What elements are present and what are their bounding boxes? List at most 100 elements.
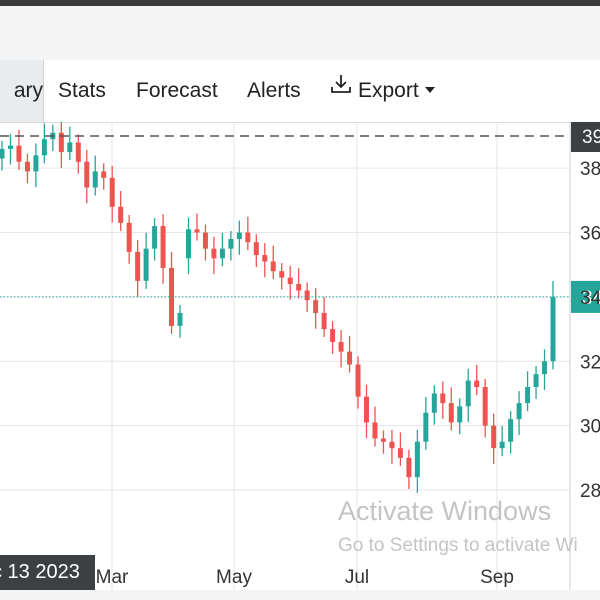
candle-body xyxy=(228,238,234,249)
candle-body xyxy=(24,161,30,172)
candle-body xyxy=(304,290,310,301)
candle-body xyxy=(355,364,361,397)
high-price-label: 39 xyxy=(582,127,600,148)
candle-body xyxy=(372,422,378,439)
candle-body xyxy=(16,145,22,162)
chart-grid xyxy=(0,122,570,592)
candle-body xyxy=(542,361,548,375)
candle-body xyxy=(7,145,13,149)
candle-body xyxy=(508,419,514,442)
candle-body xyxy=(253,242,259,256)
high-price-badge xyxy=(571,122,600,152)
candle-body xyxy=(330,329,336,342)
toolbar-background xyxy=(0,6,600,60)
tab-alerts[interactable]: Alerts xyxy=(247,60,301,122)
x-tick-label: Sep xyxy=(480,567,514,588)
candle-body xyxy=(58,132,64,153)
candle-body xyxy=(270,261,276,272)
candle-body xyxy=(440,393,446,404)
candle-body xyxy=(321,313,327,330)
candle-body xyxy=(84,161,90,188)
candle-body xyxy=(33,155,39,172)
candle-body xyxy=(431,393,437,413)
current-price-badge xyxy=(571,280,600,313)
candle-body xyxy=(474,380,480,388)
bottom-band xyxy=(0,590,600,600)
y-tick-label: 28 xyxy=(580,481,600,502)
candle-body xyxy=(482,387,488,426)
tab-forecast-label: Forecast xyxy=(136,79,218,102)
candle-body xyxy=(67,142,73,153)
candlestick-series xyxy=(0,122,556,493)
price-chart[interactable]: 39 34 38 36 34 32 30 28 Mar May Jul Sep xyxy=(0,122,600,600)
candle-body xyxy=(397,448,403,458)
y-tick-label: 30 xyxy=(580,417,600,438)
tab-alerts-label: Alerts xyxy=(247,79,301,102)
y-tick-label: 32 xyxy=(580,352,600,373)
candle-body xyxy=(194,229,200,233)
candle-body xyxy=(160,226,166,268)
caret-down-icon xyxy=(424,86,435,93)
candle-body xyxy=(126,222,132,252)
reference-lines: 39 34 xyxy=(0,122,600,313)
candle-body xyxy=(423,412,429,442)
candle-body xyxy=(75,142,81,162)
candle-body xyxy=(92,171,98,188)
export-dropdown-button[interactable]: Export xyxy=(330,60,435,122)
candle-body xyxy=(219,248,225,259)
watermark-subtitle: Go to Settings to activate Wi xyxy=(338,535,578,556)
candle-body xyxy=(491,425,497,449)
crosshair-date-badge: c 13 2023 xyxy=(0,555,95,590)
y-tick-label: 38 xyxy=(580,159,600,180)
candle-body xyxy=(364,396,370,423)
current-price-label: 34 xyxy=(582,288,600,309)
x-tick-label: Jul xyxy=(345,567,369,588)
candle-body xyxy=(550,296,556,362)
tab-stats[interactable]: Stats xyxy=(58,60,106,122)
candle-body xyxy=(262,255,268,262)
x-tick-label: Mar xyxy=(96,567,129,588)
candle-body xyxy=(143,248,149,281)
candle-body xyxy=(211,248,217,259)
y-axis: 38 36 34 32 30 28 xyxy=(580,159,600,502)
candle-body xyxy=(109,177,115,207)
candle-body xyxy=(41,139,47,156)
candle-body xyxy=(135,251,141,281)
candle-body xyxy=(101,171,107,178)
tab-summary-label: ary xyxy=(13,79,43,102)
tab-forecast[interactable]: Forecast xyxy=(136,60,218,122)
tab-stats-label: Stats xyxy=(58,79,106,102)
candle-body xyxy=(177,313,183,326)
candle-body xyxy=(516,403,522,420)
window-top-bar xyxy=(0,0,600,6)
activate-windows-watermark: Activate Windows Go to Settings to activ… xyxy=(338,494,578,559)
candle-body xyxy=(380,438,386,442)
tab-bar: ary Stats Forecast Alerts Export xyxy=(0,60,600,123)
candle-body xyxy=(296,284,302,291)
candle-body xyxy=(465,380,471,407)
y-tick-label: 34 xyxy=(580,288,600,309)
y-tick-label: 36 xyxy=(580,224,600,245)
candle-body xyxy=(245,232,251,243)
candle-body xyxy=(347,351,353,365)
download-icon xyxy=(330,58,352,120)
candle-body xyxy=(338,341,344,352)
candle-body xyxy=(414,441,420,478)
candle-body xyxy=(313,300,319,313)
candle-body xyxy=(0,148,5,159)
tab-summary[interactable]: ary xyxy=(0,60,44,122)
candle-body xyxy=(406,457,412,478)
candle-body xyxy=(389,441,395,449)
candle-body xyxy=(185,229,191,259)
candle-body xyxy=(236,232,242,239)
candle-body xyxy=(279,271,285,278)
candle-body xyxy=(202,232,208,249)
candle-body xyxy=(533,374,539,388)
watermark-title: Activate Windows xyxy=(338,496,552,526)
candle-body xyxy=(448,403,454,423)
x-tick-label: May xyxy=(216,567,252,588)
candle-body xyxy=(525,387,531,404)
candle-body xyxy=(499,441,505,449)
candle-body xyxy=(152,226,158,249)
export-label: Export xyxy=(358,79,419,102)
